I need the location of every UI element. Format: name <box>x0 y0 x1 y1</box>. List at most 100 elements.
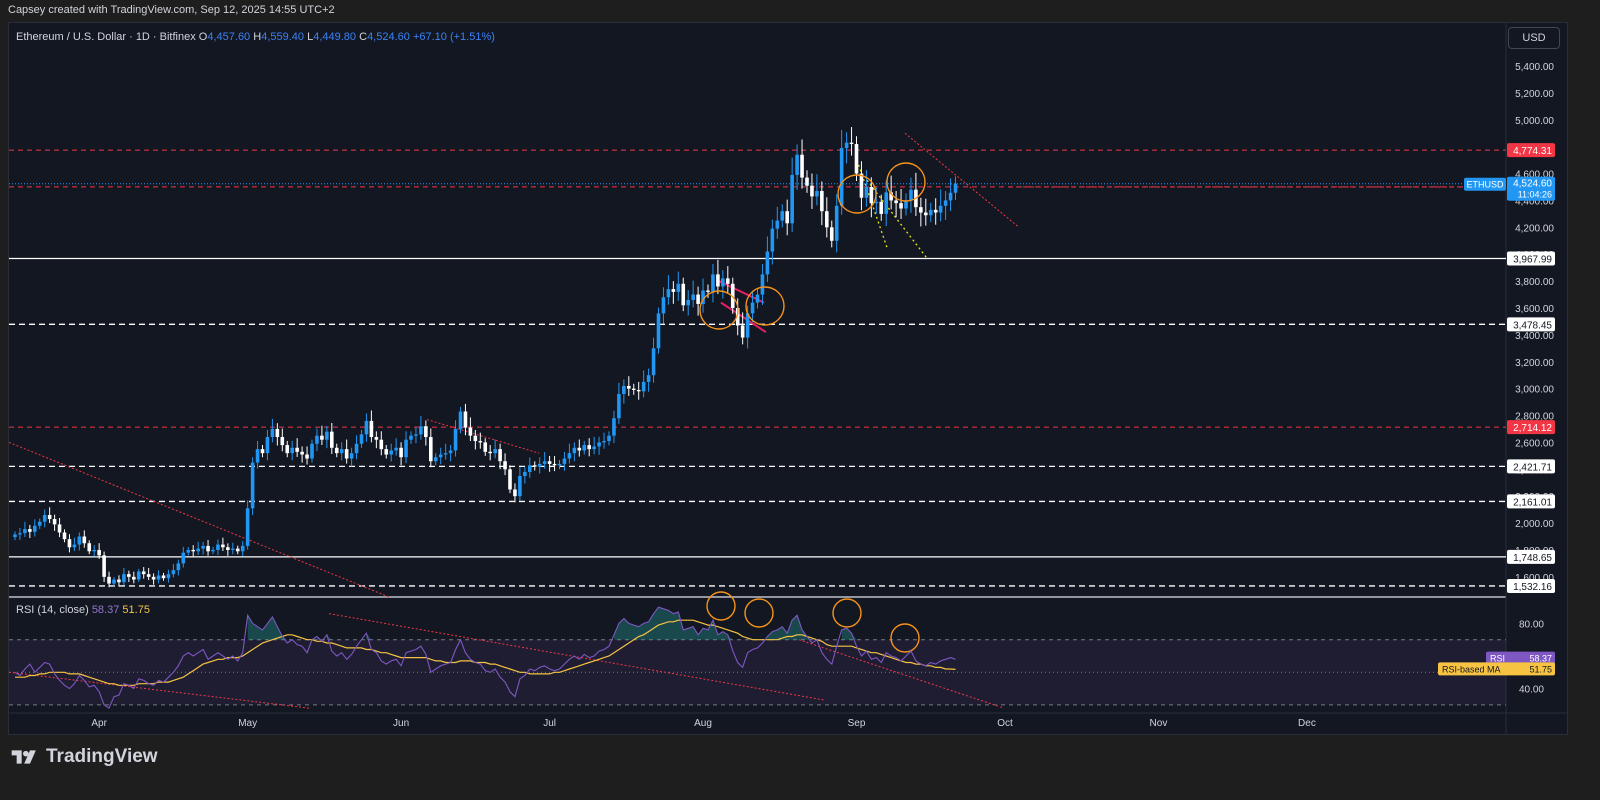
price-tick-label: 5,400.00 <box>1515 62 1554 73</box>
price-tick-label: 1,600.00 <box>1515 573 1554 584</box>
candle-body <box>28 529 32 532</box>
tradingview-logo[interactable]: TradingView <box>10 746 158 768</box>
candle-body <box>483 442 488 452</box>
candle <box>270 418 275 443</box>
candle-body <box>587 445 591 450</box>
candle <box>404 431 408 464</box>
candle <box>419 416 423 440</box>
candle-body <box>206 545 210 552</box>
candle-body <box>240 545 245 552</box>
candle-body <box>770 228 775 252</box>
candle-body <box>933 209 938 213</box>
candle-body <box>399 447 403 458</box>
candle-body <box>889 192 893 201</box>
candle-body <box>117 579 121 583</box>
candle-body <box>904 200 908 209</box>
candle <box>92 545 96 557</box>
candle-body <box>112 579 116 584</box>
candle <box>325 425 329 449</box>
level-tag <box>1507 578 1555 593</box>
candle-body <box>290 447 294 454</box>
candle-body <box>305 454 309 459</box>
candle <box>344 439 349 464</box>
candle-body <box>894 200 898 204</box>
candle-body <box>156 575 161 580</box>
candle <box>686 290 690 316</box>
chart-frame: 5,600.005,400.005,200.005,000.004,800.00… <box>8 22 1568 735</box>
candle-body <box>97 549 101 556</box>
candle-body <box>631 388 636 390</box>
low-label: L <box>307 31 314 43</box>
candle-body <box>562 458 567 464</box>
price-chart[interactable]: 5,600.005,400.005,200.005,000.004,800.00… <box>9 23 1567 734</box>
candle <box>389 443 393 462</box>
candle-body <box>196 548 200 552</box>
level-tag <box>1507 317 1555 332</box>
candle <box>765 236 770 283</box>
candle <box>706 284 710 298</box>
candle-body <box>379 439 384 450</box>
close-value: 4,524.60 <box>367 31 410 43</box>
time-tick-label: Apr <box>91 718 107 729</box>
highlight-circle <box>744 598 774 628</box>
price-tick-label: 5,200.00 <box>1515 89 1554 100</box>
candle-body <box>686 299 690 306</box>
candle <box>458 406 463 434</box>
candle-body <box>235 548 240 552</box>
currency-button[interactable]: USD <box>1508 27 1560 49</box>
rsi-title[interactable]: RSI (14, close) <box>16 604 89 616</box>
time-tick-label: Jul <box>543 718 556 729</box>
candle-body <box>498 449 502 462</box>
candle <box>453 420 458 457</box>
candle-body <box>424 426 428 438</box>
high-value: 4,559.40 <box>261 31 305 43</box>
rsi-ma-tag-name: RSI-based MA <box>1442 664 1501 674</box>
trend-line <box>904 132 1020 228</box>
high-label: H <box>253 31 262 43</box>
candle-body <box>166 574 171 579</box>
level-tag-label: 2,714.12 <box>1513 423 1552 434</box>
candle-body <box>453 428 458 451</box>
candle-body <box>463 411 468 428</box>
candle <box>463 403 468 436</box>
candle-body <box>23 529 27 534</box>
candle <box>864 170 869 207</box>
candle <box>631 383 636 395</box>
candle-body <box>231 548 235 550</box>
candle-body <box>295 447 299 452</box>
candle <box>740 312 745 345</box>
candle-body <box>909 189 913 201</box>
candle <box>295 438 299 457</box>
candle-body <box>874 201 879 204</box>
candle <box>928 202 933 223</box>
candle <box>839 129 844 215</box>
candle <box>255 440 260 469</box>
candle <box>87 540 92 555</box>
candle <box>399 442 403 466</box>
candle-body <box>87 543 92 552</box>
candle-body <box>369 420 374 438</box>
candle-body <box>503 461 507 470</box>
candle-body <box>943 200 948 206</box>
symbol-title[interactable]: Ethereum / U.S. Dollar · 1D · Bitfinex <box>16 31 196 43</box>
level-tag <box>1507 420 1555 435</box>
rsi-ma-line <box>15 619 956 686</box>
time-tick-label: Oct <box>997 718 1013 729</box>
candle <box>42 509 47 528</box>
candle-body <box>745 313 750 338</box>
candle <box>820 181 824 226</box>
candle <box>825 197 829 238</box>
candle-body <box>859 173 864 198</box>
candle-body <box>785 211 789 224</box>
candle <box>617 382 621 424</box>
candle <box>904 193 908 216</box>
candle-body <box>255 449 260 463</box>
candle <box>122 568 126 586</box>
candle-body <box>265 437 270 454</box>
time-tick-label: Nov <box>1150 718 1168 729</box>
candle-body <box>42 515 47 522</box>
candle <box>339 442 344 461</box>
candle-body <box>221 544 225 548</box>
candle <box>364 413 369 442</box>
candle-body <box>844 142 849 149</box>
